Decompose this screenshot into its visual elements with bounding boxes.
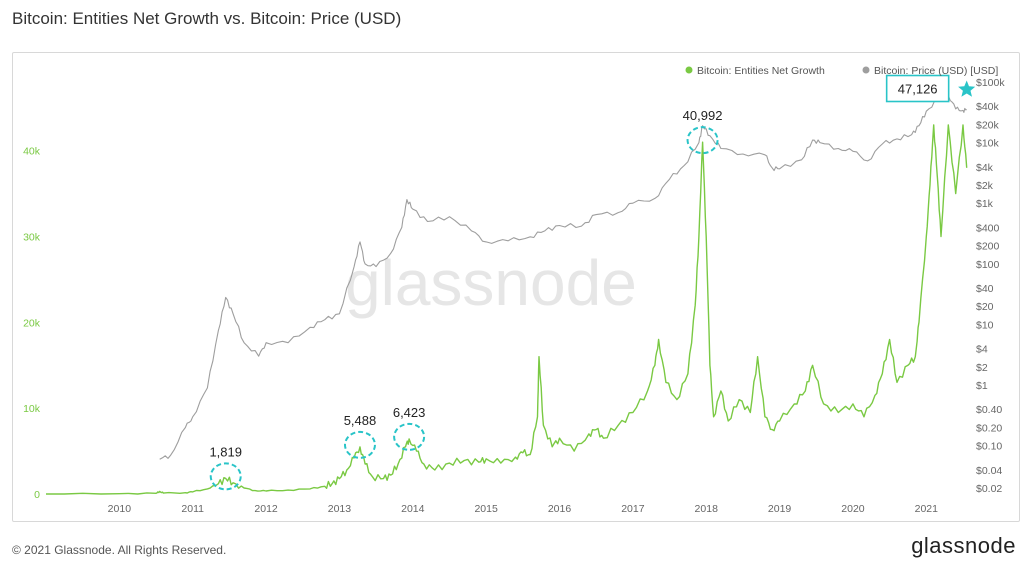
y-left-tick-label: 30k <box>23 232 41 244</box>
y-right-tick-label: $0.20 <box>976 422 1002 434</box>
x-tick-label: 2021 <box>915 503 939 515</box>
page-title: Bitcoin: Entities Net Growth vs. Bitcoin… <box>12 9 402 28</box>
x-axis: 2010 2011 2012 2013 2014 2015 2016 2017 2018 2019… <box>108 503 938 515</box>
y-left-tick-label: 10k <box>23 403 41 415</box>
annotation-circle <box>393 422 426 451</box>
legend-growth-label[interactable]: Bitcoin: Entities Net Growth <box>697 65 825 77</box>
annotation-circle <box>343 430 376 459</box>
x-tick-label: 2014 <box>401 503 425 515</box>
y-right-tick-label: $0.02 <box>976 483 1002 495</box>
copyright: © 2021 Glassnode. All Rights Reserved. <box>12 543 227 557</box>
y-right-tick-label: $0.04 <box>976 465 1002 477</box>
y-axis-left: 0 10k 20k 30k 40k <box>23 146 41 501</box>
y-right-tick-label: $4 <box>976 344 988 356</box>
y-right-tick-label: $20 <box>976 301 994 313</box>
x-tick-label: 2011 <box>181 503 204 515</box>
y-right-tick-label: $100k <box>976 77 1005 89</box>
annotation-star-marker <box>958 80 976 97</box>
x-tick-label: 2016 <box>548 503 572 515</box>
x-tick-label: 2012 <box>254 503 278 515</box>
watermark: glassnode <box>345 247 637 319</box>
y-right-tick-label: $10 <box>976 319 994 331</box>
y-right-tick-label: $2k <box>976 180 994 192</box>
x-tick-label: 2017 <box>621 503 645 515</box>
y-right-tick-label: $400 <box>976 222 1000 234</box>
annotation-circle <box>209 462 242 491</box>
y-right-tick-label: $10k <box>976 138 1000 150</box>
annotation-label: 6,423 <box>393 405 426 420</box>
y-right-tick-label: $4k <box>976 162 994 174</box>
legend-growth-swatch <box>685 66 693 74</box>
y-axis-right: $0.02 $0.04 $0.10 $0.20 $0.40 $1 $2 $4 $10 $20 $40… <box>976 77 1005 495</box>
chart-card <box>12 52 1020 522</box>
x-tick-label: 2010 <box>108 503 132 515</box>
series-entities-net-growth <box>46 124 968 495</box>
y-right-tick-label: $40 <box>976 283 994 295</box>
annotation-box <box>885 74 950 103</box>
y-right-tick-label: $1 <box>976 380 988 392</box>
y-right-tick-label: $1k <box>976 198 994 210</box>
legend-price-swatch <box>862 66 870 74</box>
legend[interactable]: Bitcoin: Entities Net Growth Bitcoin: Pr… <box>685 65 999 77</box>
annotations: 1,819 5,488 6,423 40,992 47,126 <box>209 74 976 491</box>
annotation-label: 1,819 <box>209 444 242 459</box>
series-bitcoin-price <box>159 94 967 460</box>
y-right-tick-label: $20k <box>976 119 1000 131</box>
legend-price-label[interactable]: Bitcoin: Price (USD) [USD] <box>874 65 998 77</box>
x-tick-label: 2015 <box>474 503 498 515</box>
brand-logo: glassnode <box>911 533 1016 558</box>
y-right-tick-label: $40k <box>976 101 1000 113</box>
y-right-tick-label: $100 <box>976 259 1000 271</box>
x-tick-label: 2013 <box>328 503 352 515</box>
series-layer <box>46 94 968 495</box>
x-tick-label: 2020 <box>841 503 865 515</box>
annotation-label: 5,488 <box>344 413 377 428</box>
y-left-tick-label: 0 <box>34 489 40 501</box>
annotation-label: 47,126 <box>898 82 938 97</box>
x-tick-label: 2018 <box>695 503 719 515</box>
annotation-label: 40,992 <box>683 108 723 123</box>
y-left-tick-label: 20k <box>23 317 41 329</box>
y-left-tick-label: 40k <box>23 146 41 158</box>
annotation-circle <box>686 126 719 155</box>
y-right-tick-label: $2 <box>976 362 988 374</box>
y-right-tick-label: $0.10 <box>976 441 1002 453</box>
x-tick-label: 2019 <box>768 503 792 515</box>
y-right-tick-label: $200 <box>976 241 1000 253</box>
y-right-tick-label: $0.40 <box>976 404 1002 416</box>
